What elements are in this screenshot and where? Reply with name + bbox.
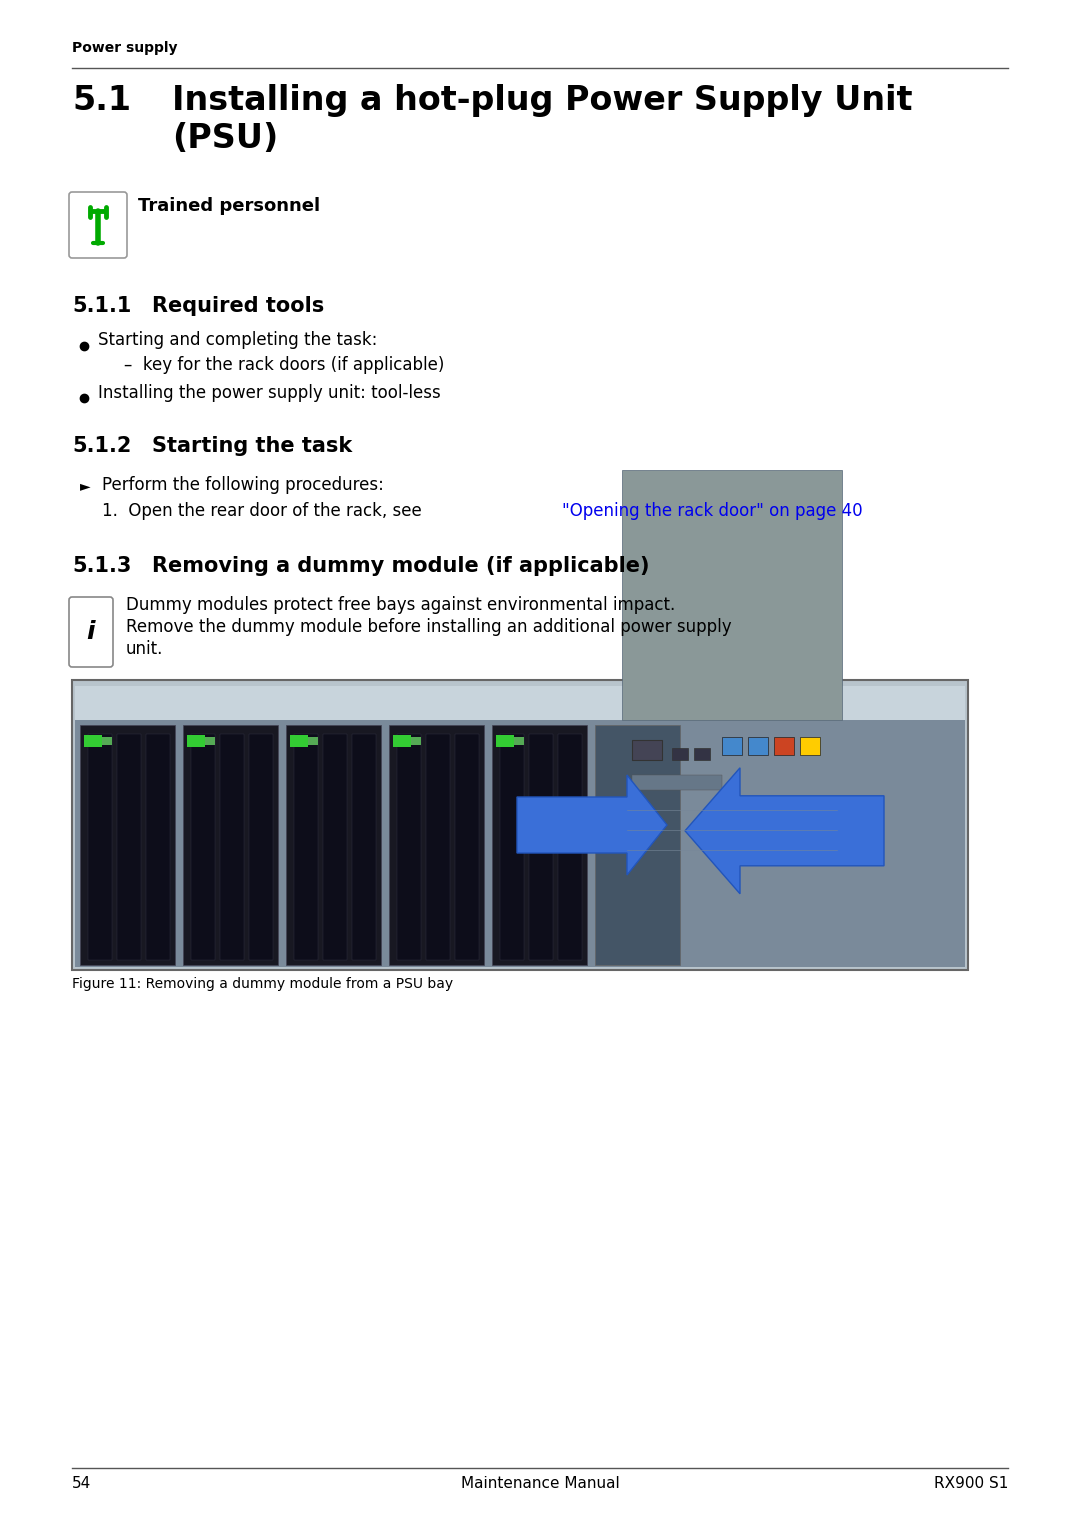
Bar: [632, 775, 723, 790]
Bar: [87, 734, 112, 960]
Text: Installing the power supply unit: tool-less: Installing the power supply unit: tool-l…: [98, 385, 441, 401]
Polygon shape: [685, 768, 885, 894]
Bar: [723, 737, 742, 755]
Bar: [672, 748, 688, 760]
Bar: [492, 725, 588, 964]
Bar: [117, 734, 141, 960]
Bar: [455, 734, 480, 960]
Text: Trained personnel: Trained personnel: [138, 197, 320, 215]
Bar: [514, 737, 524, 745]
Bar: [500, 734, 524, 960]
Text: Figure 11: Removing a dummy module from a PSU bay: Figure 11: Removing a dummy module from …: [72, 977, 454, 990]
Text: Perform the following procedures:: Perform the following procedures:: [102, 476, 383, 494]
Bar: [529, 734, 553, 960]
Bar: [220, 734, 244, 960]
FancyBboxPatch shape: [69, 192, 127, 258]
Text: Maintenance Manual: Maintenance Manual: [461, 1476, 619, 1491]
Bar: [426, 734, 450, 960]
Bar: [748, 737, 768, 755]
Text: Removing a dummy module (if applicable): Removing a dummy module (if applicable): [152, 555, 649, 575]
Text: 5.1: 5.1: [72, 84, 131, 118]
Text: Remove the dummy module before installing an additional power supply: Remove the dummy module before installin…: [126, 618, 731, 636]
Text: 5.1.3: 5.1.3: [72, 555, 132, 575]
Text: 5.1.1: 5.1.1: [72, 296, 132, 316]
Text: Starting and completing the task:: Starting and completing the task:: [98, 331, 377, 349]
Text: unit.: unit.: [126, 639, 163, 658]
Bar: [622, 470, 842, 720]
Bar: [800, 737, 820, 755]
Text: Installing a hot-plug Power Supply Unit: Installing a hot-plug Power Supply Unit: [172, 84, 913, 118]
Bar: [84, 736, 102, 748]
Bar: [294, 734, 318, 960]
Bar: [80, 725, 175, 964]
Bar: [191, 734, 215, 960]
Bar: [75, 687, 966, 720]
Bar: [323, 734, 347, 960]
Text: RX900 S1: RX900 S1: [933, 1476, 1008, 1491]
Bar: [205, 737, 215, 745]
Bar: [496, 736, 514, 748]
Text: Dummy modules protect free bays against environmental impact.: Dummy modules protect free bays against …: [126, 597, 675, 613]
Text: (PSU): (PSU): [172, 122, 279, 156]
Bar: [595, 725, 680, 964]
Bar: [146, 734, 170, 960]
Bar: [187, 736, 205, 748]
Bar: [308, 737, 318, 745]
Bar: [183, 725, 278, 964]
Polygon shape: [517, 775, 667, 874]
Bar: [397, 734, 421, 960]
Text: 1.  Open the rear door of the rack, see: 1. Open the rear door of the rack, see: [102, 502, 427, 520]
FancyBboxPatch shape: [69, 597, 113, 667]
Bar: [72, 681, 968, 971]
Text: Required tools: Required tools: [152, 296, 324, 316]
Text: –  key for the rack doors (if applicable): – key for the rack doors (if applicable): [124, 356, 444, 374]
Text: 54: 54: [72, 1476, 91, 1491]
Text: Starting the task: Starting the task: [152, 436, 352, 456]
Text: i: i: [86, 620, 95, 644]
Bar: [75, 720, 966, 967]
Text: 5.1.2: 5.1.2: [72, 436, 132, 456]
Bar: [249, 734, 273, 960]
Bar: [558, 734, 582, 960]
Bar: [411, 737, 421, 745]
Bar: [102, 737, 112, 745]
Bar: [389, 725, 484, 964]
Text: "Opening the rack door" on page 40: "Opening the rack door" on page 40: [562, 502, 863, 520]
Bar: [774, 737, 794, 755]
Bar: [352, 734, 376, 960]
Bar: [393, 736, 411, 748]
Bar: [286, 725, 381, 964]
Bar: [291, 736, 308, 748]
Text: Power supply: Power supply: [72, 41, 177, 55]
Text: ►: ►: [80, 479, 91, 493]
Bar: [632, 740, 662, 760]
Bar: [694, 748, 710, 760]
